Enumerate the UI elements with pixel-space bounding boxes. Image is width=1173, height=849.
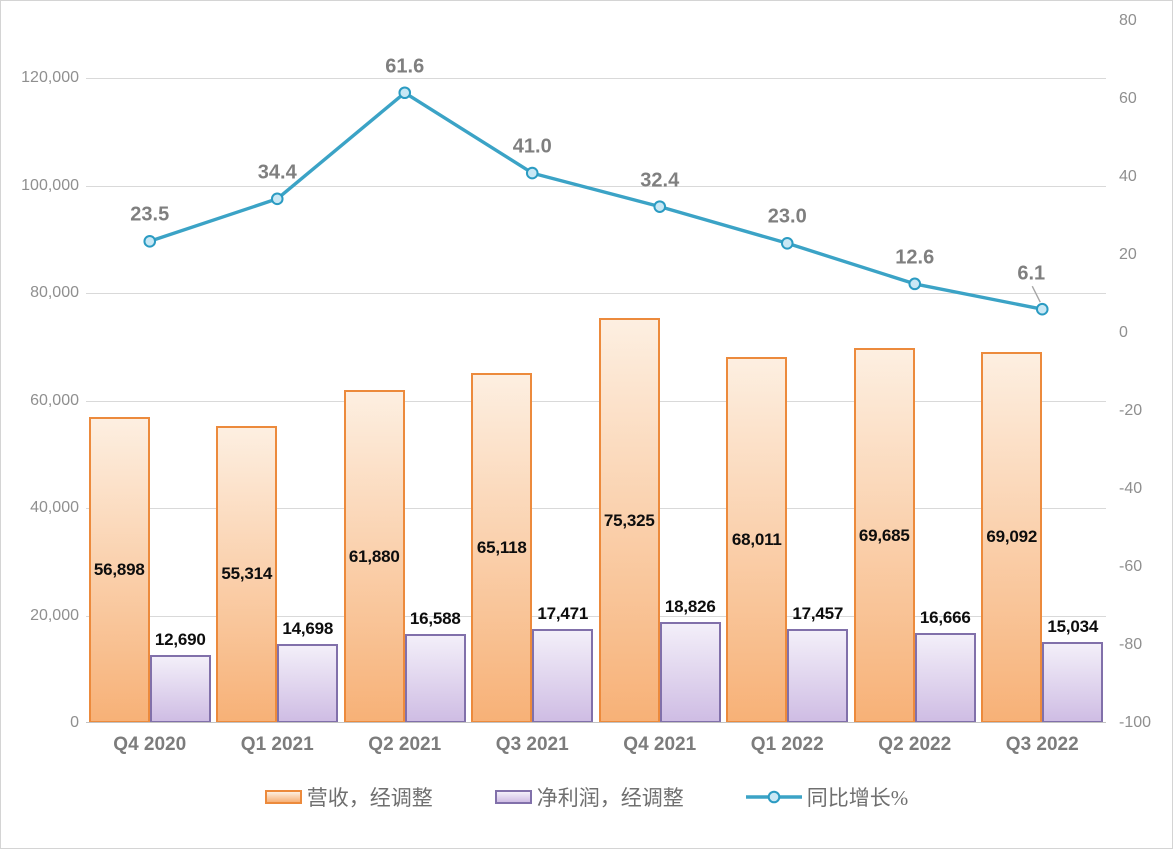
y-axis-right-tick: -40 (1119, 480, 1143, 497)
y-axis-left-tick: 100,000 (21, 176, 79, 194)
revenue-bar (88, 417, 150, 723)
line-value-label: 23.5 (130, 203, 170, 226)
gridline (86, 185, 1106, 187)
y-axis-right-tick: 20 (1119, 246, 1137, 263)
profit-bar (532, 629, 594, 723)
profit-bar (914, 633, 976, 723)
revenue-bar (981, 351, 1043, 723)
y-axis-right-tick: 60 (1119, 90, 1137, 107)
bar-value-label: 17,457 (792, 604, 844, 624)
profit-swatch-icon (494, 790, 532, 804)
y-axis-left-tick: 80,000 (30, 284, 79, 301)
x-axis-label: Q3 2021 (495, 734, 569, 755)
legend-item-growth: 同比增长% (745, 782, 909, 812)
gridline (86, 508, 1106, 509)
y-axis-right-tick: 0 (1119, 324, 1128, 341)
y-axis-left-tick: 40,000 (30, 499, 79, 516)
line-marker (653, 200, 667, 213)
legend-label: 净利润，经调整 (536, 786, 684, 810)
line-value-label: 61.6 (385, 55, 425, 78)
profit-bar (787, 629, 849, 723)
legend-item-revenue: 营收，经调整 (264, 782, 433, 812)
bar-value-label: 16,666 (919, 608, 971, 628)
bar-value-label: 56,898 (93, 560, 145, 580)
gridline (86, 400, 1106, 402)
revenue-bar (471, 373, 533, 723)
x-axis-label: Q1 2022 (750, 734, 824, 755)
x-axis-label: Q4 2021 (623, 734, 697, 755)
y-axis-left-tick: 120,000 (21, 69, 79, 86)
bar-value-label: 14,698 (282, 618, 334, 638)
x-axis-label: Q2 2021 (368, 734, 442, 755)
growth-line-swatch-icon (745, 790, 802, 804)
y-axis-left-tick: 60,000 (30, 391, 79, 409)
x-axis-label: Q4 2020 (113, 734, 187, 755)
revenue-bar (853, 348, 915, 723)
growth-line (149, 91, 1043, 311)
gridline (86, 78, 1106, 79)
legend: 营收，经调整 净利润，经调整 同比增长% (1, 779, 1172, 815)
x-axis-line (86, 722, 1106, 723)
plot-area: 56,898 55,314 61,880 65,118 75,325 68,011 69,6… (86, 21, 1106, 723)
profit-bar (659, 621, 721, 723)
y-axis-left-tick: 20,000 (30, 606, 79, 624)
y-axis-right-tick: -80 (1119, 636, 1143, 653)
bar-value-label: 55,314 (221, 564, 273, 584)
y-axis-right-tick: 40 (1119, 168, 1137, 185)
bar-value-label: 65,118 (476, 537, 527, 557)
line-marker (780, 237, 794, 250)
line-marker (908, 277, 922, 291)
line-marker (143, 235, 157, 248)
bar-value-label: 12,690 (154, 629, 206, 649)
bar-value-label: 68,011 (731, 530, 782, 550)
profit-bar (1042, 642, 1104, 723)
revenue-bar (598, 318, 660, 723)
line-marker (525, 166, 539, 180)
bar-value-label: 75,325 (603, 510, 655, 530)
profit-bar (277, 644, 339, 723)
legend-label: 同比增长% (806, 786, 909, 810)
revenue-bar (343, 390, 405, 723)
y-axis-right-tick: -100 (1119, 714, 1152, 731)
bar-value-label: 69,685 (858, 525, 910, 545)
bar-value-label: 15,034 (1047, 617, 1099, 637)
line-value-label: 6.1 (1017, 262, 1046, 285)
legend-label: 营收，经调整 (306, 786, 433, 810)
line-value-label: 41.0 (512, 135, 552, 158)
bar-value-label: 61,880 (348, 546, 400, 566)
y-axis-right-tick: 80 (1119, 12, 1137, 29)
line-value-label: 12.6 (895, 246, 935, 269)
y-axis-right-tick: -60 (1119, 558, 1143, 575)
y-axis-left-tick: 0 (70, 714, 79, 731)
bar-value-label: 16,588 (409, 608, 461, 628)
bar-value-label: 18,826 (664, 596, 716, 616)
revenue-bar (216, 425, 278, 723)
line-value-label: 23.0 (767, 205, 807, 228)
bar-value-label: 69,092 (986, 527, 1038, 547)
line-value-label: 34.4 (257, 161, 297, 184)
profit-bar (404, 633, 466, 723)
x-axis-label: Q2 2022 (878, 734, 952, 755)
line-marker (398, 86, 412, 100)
x-axis-label: Q1 2021 (240, 734, 314, 755)
line-value-label: 32.4 (640, 169, 680, 192)
line-marker (1035, 302, 1049, 316)
label-leader-line (1031, 285, 1041, 303)
revenue-bar (726, 357, 788, 723)
bar-value-label: 17,471 (537, 604, 589, 624)
revenue-swatch-icon (264, 790, 302, 804)
line-marker (270, 192, 284, 206)
x-axis-label: Q3 2022 (1005, 734, 1079, 755)
profit-bar (149, 654, 211, 723)
legend-item-profit: 净利润，经调整 (494, 782, 684, 812)
y-axis-right-tick: -20 (1119, 402, 1143, 419)
gridline (86, 293, 1106, 294)
gridline (86, 615, 1106, 617)
